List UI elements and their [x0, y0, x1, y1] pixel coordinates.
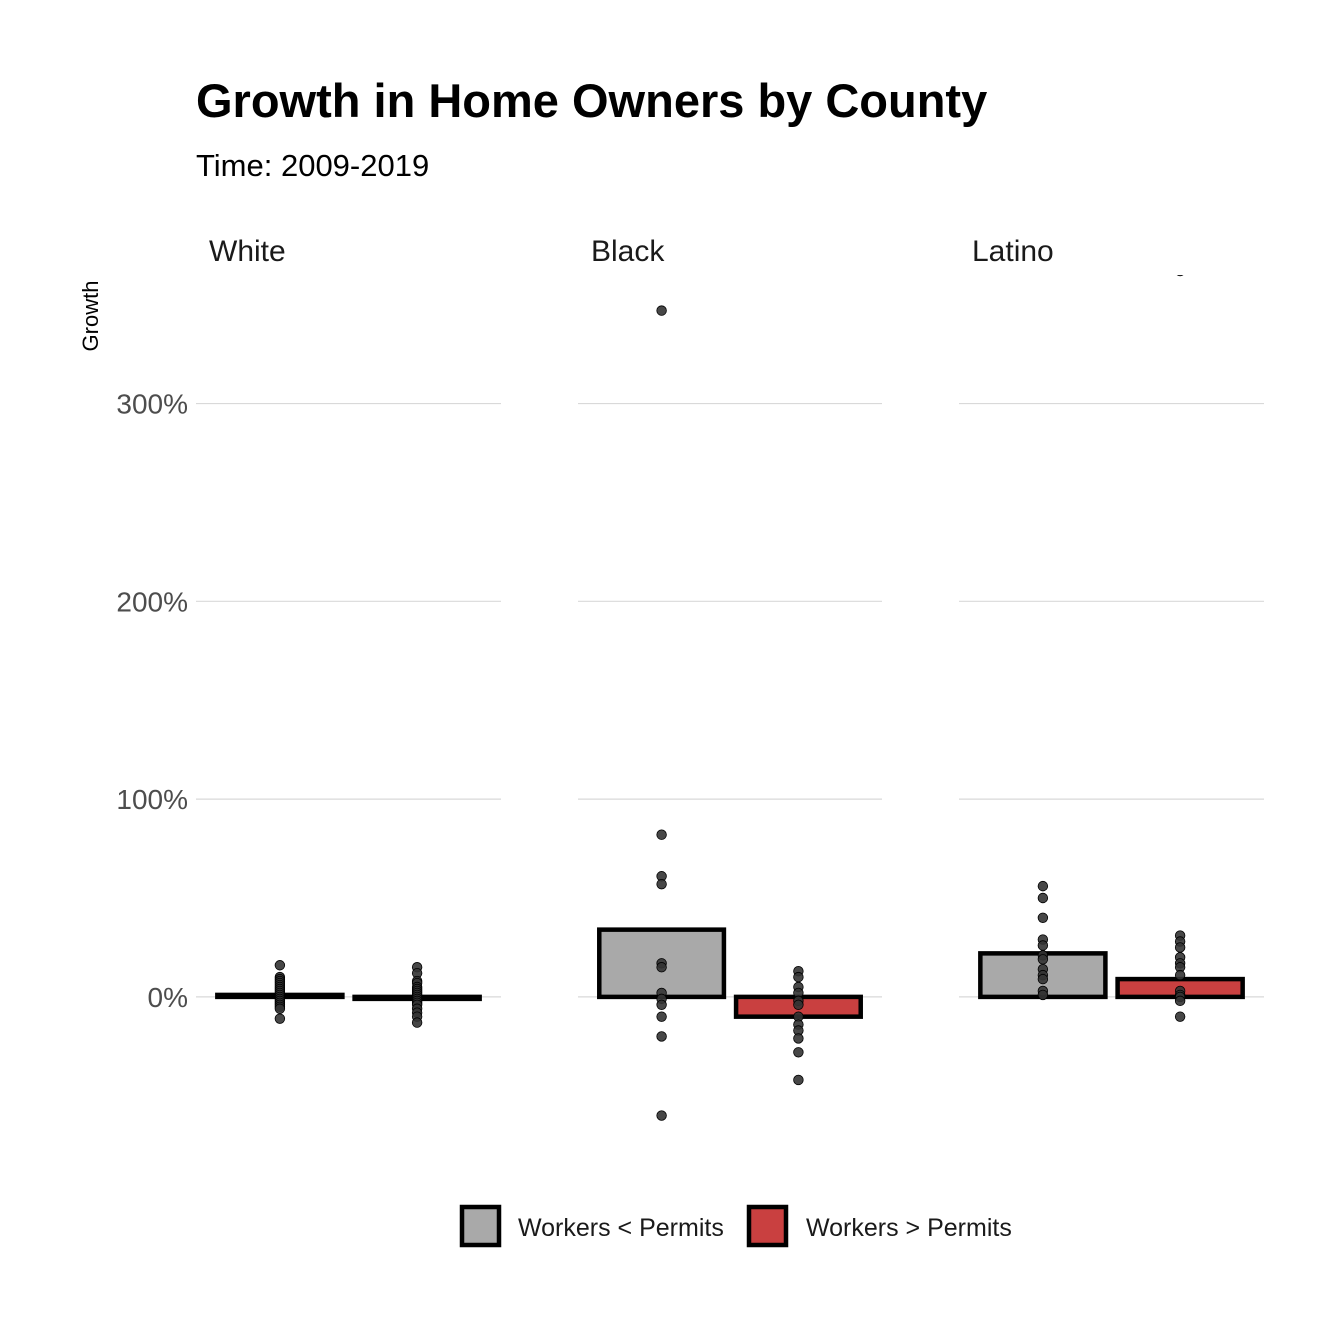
- data-point: [793, 1033, 804, 1044]
- chart-subtitle: Time: 2009-2019: [196, 148, 429, 183]
- y-axis-tick-labels: 0% 100% 200% 300%: [116, 389, 188, 1013]
- data-point: [1037, 940, 1049, 951]
- data-point: [1037, 954, 1049, 965]
- data-point: [793, 999, 804, 1011]
- data-point: [1174, 969, 1186, 981]
- facet-label: Black: [591, 235, 665, 268]
- point-group: [274, 960, 286, 1024]
- facet-panels: White Black Latino: [196, 235, 1264, 1121]
- data-point: [656, 962, 667, 973]
- data-point: [1037, 880, 1049, 892]
- y-axis-title: Growth: [78, 281, 103, 352]
- legend-label: Workers < Permits: [518, 1214, 724, 1242]
- legend-label: Workers > Permits: [806, 1214, 1012, 1242]
- point-group: [1174, 275, 1186, 1022]
- legend: Workers < Permits Workers > Permits: [459, 1204, 1012, 1248]
- facet-panel-white: White: [196, 235, 501, 1028]
- chart-title: Growth in Home Owners by County: [196, 74, 987, 127]
- legend-key: [459, 1204, 502, 1248]
- point-group: [411, 962, 423, 1028]
- data-point: [793, 971, 804, 983]
- y-tick-label: 300%: [116, 389, 188, 420]
- data-point: [656, 1110, 667, 1121]
- point-group: [1037, 880, 1049, 1001]
- data-point: [1174, 995, 1186, 1007]
- data-point: [1174, 942, 1186, 953]
- data-point: [411, 1017, 423, 1028]
- data-point: [656, 999, 667, 1011]
- data-point: [656, 305, 667, 316]
- data-point: [656, 878, 667, 890]
- y-tick-label: 100%: [116, 784, 188, 815]
- data-point: [793, 1074, 804, 1086]
- data-point: [1037, 912, 1049, 923]
- facet-label: Latino: [972, 235, 1054, 268]
- point-group: [793, 965, 804, 1086]
- data-point: [1037, 892, 1049, 904]
- facet-panel-latino: Latino: [959, 235, 1264, 1022]
- data-point: [274, 960, 286, 971]
- data-point: [1176, 275, 1184, 277]
- data-point: [793, 1047, 804, 1058]
- data-point: [1037, 989, 1049, 1001]
- data-point: [1174, 1011, 1186, 1022]
- data-point: [274, 1013, 286, 1024]
- legend-key: [746, 1204, 789, 1248]
- point-group: [656, 305, 667, 1121]
- data-point: [656, 1011, 667, 1022]
- data-point: [656, 829, 667, 840]
- facet-label: White: [209, 235, 286, 268]
- y-tick-label: 200%: [116, 586, 188, 617]
- y-tick-label: 0%: [148, 982, 188, 1013]
- data-point: [274, 1003, 286, 1014]
- facet-panel-black: Black: [578, 235, 882, 1121]
- data-point: [1037, 973, 1049, 985]
- data-point: [656, 1031, 667, 1042]
